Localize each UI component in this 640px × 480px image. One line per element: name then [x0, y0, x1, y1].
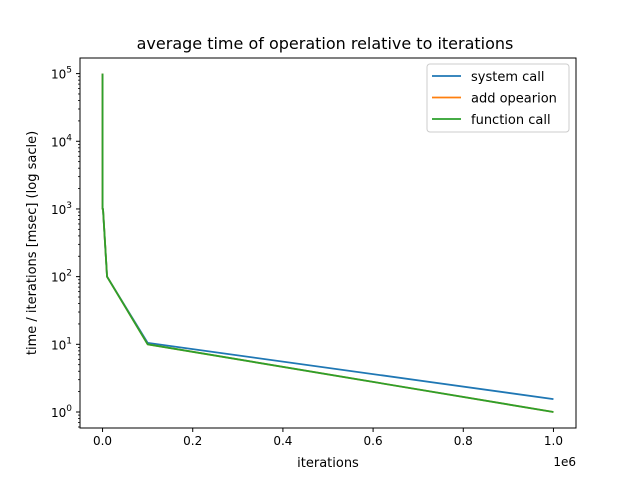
x-tick-label: 0.0 [93, 434, 112, 448]
y-tick-label: 101 [51, 336, 72, 352]
legend: system call add opearion function call [426, 63, 570, 133]
y-axis-label: time / iterations [msec] (log sacle) [25, 131, 40, 355]
legend-label: function call [471, 113, 551, 128]
chart-title: average time of operation relative to it… [137, 34, 514, 53]
x-tick-label: 0.4 [273, 434, 292, 448]
series-lines [101, 73, 554, 413]
legend-box [426, 63, 570, 133]
y-tick-label: 102 [51, 269, 72, 285]
y-tick-label: 103 [51, 201, 72, 217]
y-axis: 100 101 102 103 104 105 [51, 66, 80, 428]
x-tick-label: 0.6 [364, 434, 383, 448]
x-tick-label: 1.0 [544, 434, 563, 448]
x-tick-label: 0.2 [183, 434, 202, 448]
y-tick-label: 100 [51, 404, 72, 420]
x-tick-label: 0.8 [454, 434, 473, 448]
legend-label: add opearion [471, 92, 557, 107]
series-line [101, 73, 554, 413]
y-tick-label: 104 [51, 133, 72, 149]
x-axis: 0.0 0.2 0.4 0.6 0.8 1.0 [93, 428, 563, 448]
y-tick-label: 105 [51, 66, 72, 82]
x-offset-label: 1e6 [553, 455, 576, 469]
x-axis-label: iterations [297, 456, 359, 471]
legend-label: system call [471, 70, 544, 85]
